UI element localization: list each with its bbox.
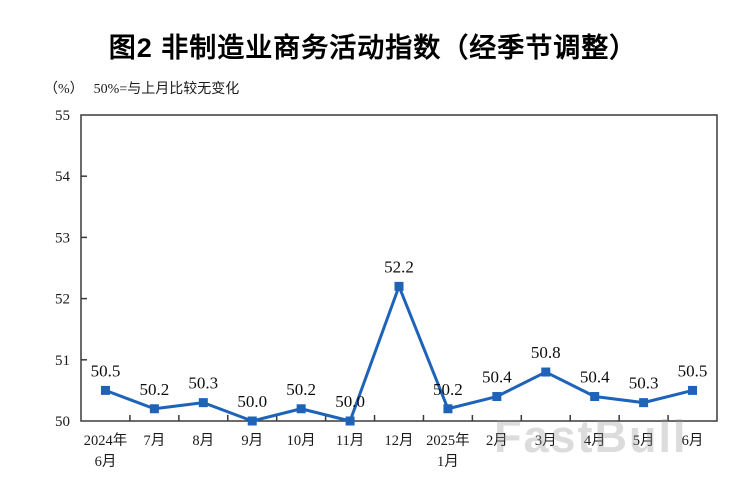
data-point-label: 50.2 bbox=[140, 380, 170, 399]
series-line bbox=[103, 284, 695, 423]
x-axis-tick-label: 2024年 bbox=[84, 432, 128, 449]
x-axis-tick-label: 7月 bbox=[144, 433, 166, 449]
data-point-marker bbox=[639, 398, 649, 408]
data-point-marker bbox=[198, 398, 208, 408]
data-point-label: 50.2 bbox=[286, 380, 316, 399]
y-axis-tick-label: 50 bbox=[55, 414, 70, 430]
chart-title: 图2 非制造业商务活动指数（经季节调整） bbox=[108, 33, 638, 63]
data-point-marker bbox=[688, 385, 698, 395]
y-axis-tick-label: 53 bbox=[55, 230, 70, 246]
x-axis-tick-label: 9月 bbox=[241, 433, 263, 449]
x-axis-tick-label: 5月 bbox=[633, 433, 655, 449]
data-point-label: 50.8 bbox=[531, 343, 561, 362]
x-axis-tick-label: 1月 bbox=[437, 454, 459, 470]
data-point-label: 50.4 bbox=[580, 368, 610, 387]
data-point-marker bbox=[100, 385, 110, 395]
data-point-label: 50.3 bbox=[188, 374, 218, 393]
chart-annotation: 50%=与上月比较无变化 bbox=[93, 82, 240, 97]
x-axis-tick-label: 8月 bbox=[192, 433, 214, 449]
x-axis-tick-label: 2025年 bbox=[426, 432, 470, 449]
x-axis-tick-label: 6月 bbox=[95, 454, 117, 470]
plot-border bbox=[80, 114, 718, 422]
y-axis-tick-label: 55 bbox=[55, 108, 70, 124]
data-point-marker bbox=[492, 392, 502, 402]
x-axis-tick-label: 10月 bbox=[287, 433, 316, 449]
unit-label: （%） bbox=[44, 82, 84, 97]
x-axis-tick-label: 4月 bbox=[584, 433, 606, 449]
data-point-label: 50.0 bbox=[335, 392, 365, 411]
y-axis-tick-label: 52 bbox=[55, 292, 70, 308]
data-point-marker bbox=[247, 416, 257, 426]
y-axis-tick-label: 54 bbox=[55, 169, 71, 185]
data-point-label: 52.2 bbox=[384, 257, 414, 276]
data-point-label: 50.3 bbox=[629, 374, 659, 393]
x-axis-tick-label: 6月 bbox=[682, 433, 704, 449]
data-point-label: 50.5 bbox=[678, 361, 708, 380]
data-point-label: 50.4 bbox=[482, 368, 512, 387]
data-point-label: 50.2 bbox=[433, 380, 463, 399]
x-axis-tick-label: 3月 bbox=[535, 433, 557, 449]
data-point-marker bbox=[149, 404, 159, 414]
data-point-marker bbox=[345, 416, 355, 426]
x-axis-tick-label: 12月 bbox=[385, 433, 414, 449]
x-axis-tick-label: 11月 bbox=[336, 433, 364, 449]
data-point-marker bbox=[443, 404, 453, 414]
chart-subtitle-row: （%） 50%=与上月比较无变化 bbox=[44, 78, 239, 98]
data-point-marker bbox=[541, 367, 551, 377]
data-point-label: 50.5 bbox=[91, 361, 121, 380]
y-axis-tick-label: 51 bbox=[55, 353, 70, 369]
data-point-marker bbox=[394, 281, 404, 291]
data-point-label: 50.0 bbox=[237, 392, 267, 411]
data-point-marker bbox=[590, 392, 600, 402]
x-axis-tick-label: 2月 bbox=[486, 433, 508, 449]
data-point-marker bbox=[296, 404, 306, 414]
